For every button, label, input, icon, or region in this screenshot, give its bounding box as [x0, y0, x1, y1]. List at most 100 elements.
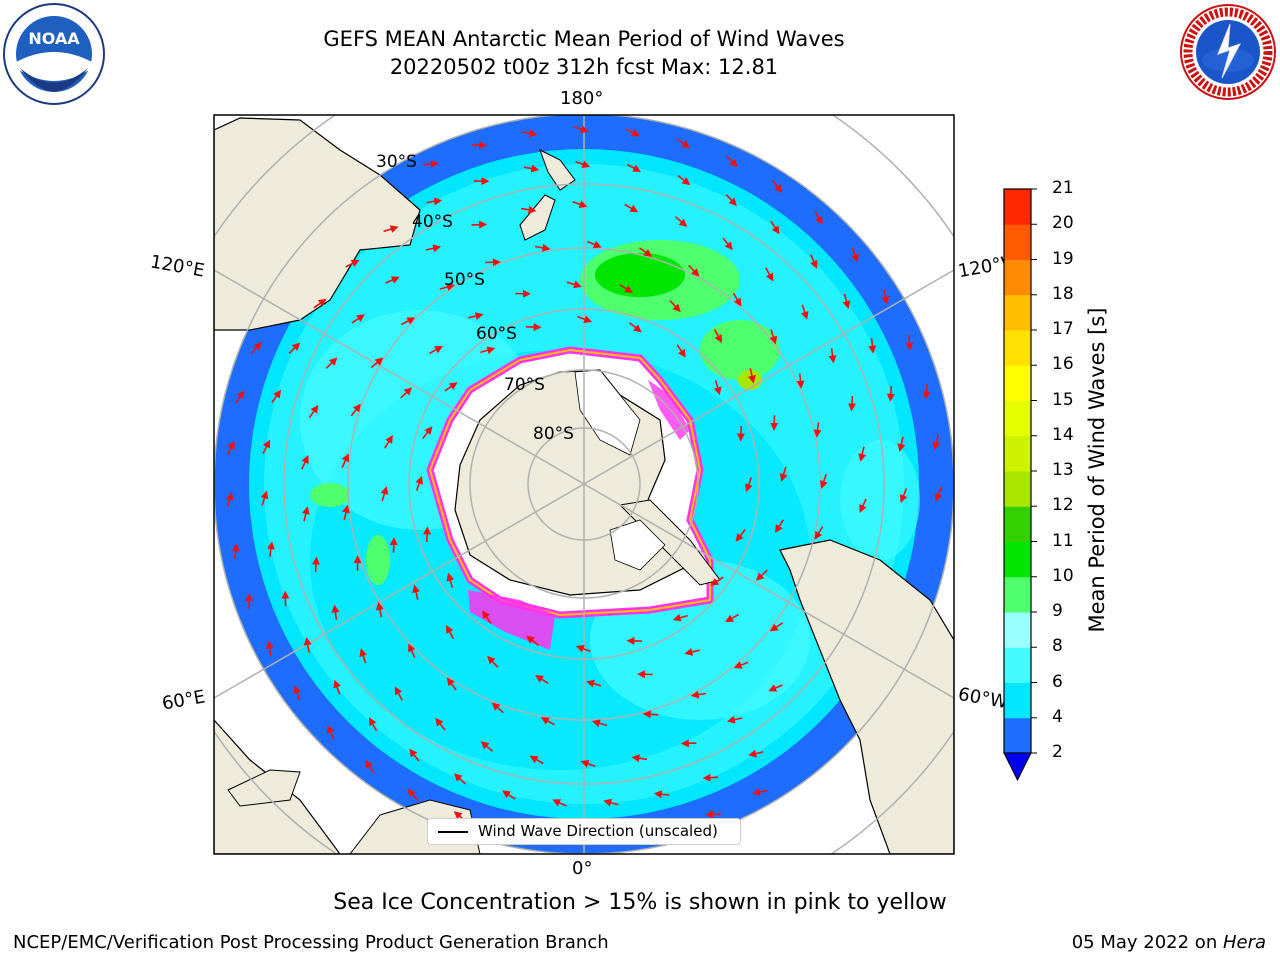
wind-wave-arrow	[525, 323, 542, 332]
wind-wave-arrow	[735, 529, 746, 542]
colorbar-segment	[1004, 682, 1031, 719]
wind-wave-arrow	[266, 541, 275, 557]
chart-title: GEFS MEAN Antarctic Mean Period of Wind …	[323, 27, 845, 51]
wind-wave-arrow	[726, 155, 738, 168]
wind-wave-arrow	[408, 643, 416, 659]
lat-label-30s: 30°S	[376, 152, 417, 172]
wind-wave-arrow	[690, 690, 707, 699]
noaa-logo: NOAA	[2, 2, 106, 106]
wind-wave-arrow	[351, 314, 365, 324]
wind-wave-arrow	[326, 724, 335, 740]
colorbar-tick-label: 9	[1052, 601, 1063, 621]
wind-wave-arrow	[858, 446, 867, 462]
colorbar-tick-label: 21	[1052, 178, 1074, 198]
footer-host: Hera	[1222, 932, 1266, 953]
colorbar-segment	[1004, 365, 1031, 401]
wind-wave-arrow	[526, 635, 539, 646]
wind-wave-arrow	[422, 426, 433, 439]
wind-wave-arrow	[333, 679, 341, 695]
wind-wave-arrow	[383, 225, 399, 233]
wind-wave-arrow	[401, 317, 416, 326]
wind-wave-arrow	[520, 205, 537, 214]
wind-wave-arrow	[591, 719, 608, 728]
wind-wave-arrow	[260, 490, 269, 506]
wind-wave-arrow	[480, 741, 494, 752]
wind-wave-arrow	[303, 637, 312, 653]
chart-subtitle-forecast: 20220502 t00z 312h fcst Max: 12.81	[389, 55, 779, 79]
wind-wave-arrow	[637, 670, 653, 679]
wind-wave-arrow	[350, 403, 361, 417]
wind-wave-arrow	[745, 477, 753, 493]
wind-wave-arrow	[444, 382, 458, 392]
colorbar-tick-label: 6	[1052, 671, 1063, 692]
lat-label-50s: 50°S	[444, 270, 485, 290]
wind-wave-arrow	[899, 488, 908, 503]
colorbar-segment	[1004, 224, 1031, 260]
colorbar-tick-label: 15	[1052, 389, 1074, 410]
wind-wave-arrow	[312, 556, 321, 573]
wind-wave-arrow	[446, 624, 455, 640]
wind-wave-arrow	[724, 613, 740, 622]
wind-wave-arrow	[468, 312, 484, 320]
wind-wave-arrow	[680, 739, 697, 748]
wind-wave-arrow	[624, 203, 639, 213]
wind-wave-arrow	[301, 506, 310, 522]
wind-wave-arrow	[748, 749, 764, 758]
wind-wave-arrow	[820, 473, 828, 489]
wind-wave-arrow	[439, 283, 455, 291]
wind-wave-arrow	[631, 754, 648, 763]
wind-wave-arrow	[625, 128, 641, 137]
colorbar-segment	[1004, 647, 1031, 683]
wind-wave-arrow	[480, 346, 496, 355]
colorbar-segment	[1004, 506, 1031, 542]
wind-wave-arrow	[847, 395, 856, 412]
wind-wave-arrow	[407, 788, 419, 802]
wind-wave-arrow	[552, 799, 567, 807]
wind-wave-arrow	[580, 759, 596, 768]
wind-wave-arrow	[231, 543, 240, 559]
colorbar-segment	[1004, 471, 1031, 507]
colorbar-segment	[1004, 330, 1031, 366]
wind-wave-arrow	[809, 254, 818, 269]
colorbar-tick-label: 4	[1052, 706, 1063, 727]
wind-wave-arrow	[905, 335, 914, 351]
wind-wave-arrow	[813, 422, 822, 438]
lat-label-40s: 40°S	[412, 212, 453, 232]
colorbar-tick-label: 16	[1052, 354, 1074, 375]
legend-label: Wind Wave Direction (unscaled)	[478, 822, 718, 840]
wind-wave-arrow	[575, 160, 591, 168]
wind-wave-arrow	[288, 342, 301, 354]
wind-wave-arrow	[471, 141, 488, 150]
wind-wave-arrow	[482, 610, 492, 624]
wind-wave-arrow	[886, 386, 895, 402]
wind-wave-arrow	[575, 645, 591, 653]
wind-wave-arrow	[800, 304, 809, 320]
wind-wave-arrow	[868, 338, 877, 354]
wind-wave-arrow	[428, 346, 444, 355]
wind-wave-arrow	[471, 220, 488, 229]
wind-wave-arrow	[722, 237, 733, 251]
wind-wave-arrow	[389, 537, 398, 553]
wind-wave-arrow	[293, 684, 301, 701]
wind-wave-arrow	[748, 368, 756, 384]
wind-wave-arrow	[765, 267, 774, 282]
wind-wave-arrow	[676, 138, 690, 149]
wind-wave-arrow	[851, 247, 859, 263]
wind-wave-arrow	[842, 293, 851, 310]
colorbar-tick-label: 2	[1052, 742, 1063, 762]
colorbar-underflow-triangle	[1003, 752, 1032, 782]
wind-wave-arrow	[491, 702, 504, 714]
wind-wave-arrow	[934, 486, 943, 502]
wind-wave-arrow	[629, 322, 642, 333]
wind-wave-arrow	[435, 717, 446, 731]
wind-wave-arrow	[325, 357, 338, 369]
wind-wave-arrow	[425, 244, 442, 253]
colorbar-segment	[1004, 576, 1031, 613]
wind-wave-arrow	[752, 788, 768, 796]
colorbar-segment	[1004, 435, 1031, 472]
colorbar-segment	[1004, 259, 1031, 296]
wind-wave-arrow	[540, 717, 555, 726]
colorbar-segment	[1004, 541, 1031, 578]
wind-wave-arrow	[859, 498, 867, 513]
